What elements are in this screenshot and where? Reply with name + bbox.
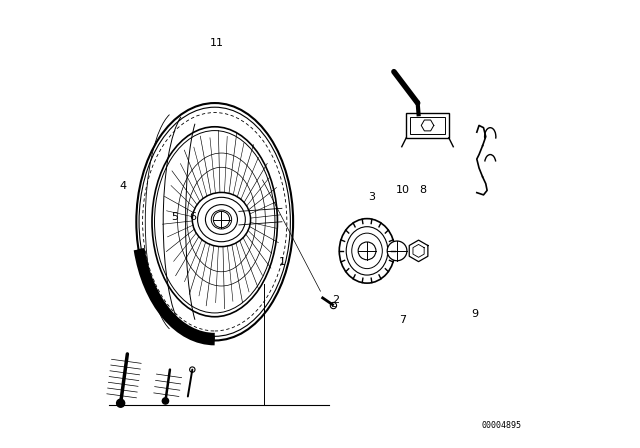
Text: 9: 9 (471, 309, 478, 319)
Circle shape (387, 241, 407, 261)
Text: 10: 10 (396, 185, 410, 195)
Circle shape (163, 398, 168, 404)
Text: 11: 11 (210, 38, 224, 47)
Circle shape (116, 399, 125, 407)
Text: 4: 4 (119, 181, 127, 191)
Text: 8: 8 (419, 185, 427, 195)
Bar (410, 116, 445, 134)
Text: 1: 1 (278, 257, 285, 267)
Ellipse shape (339, 219, 395, 283)
Circle shape (330, 302, 337, 309)
Ellipse shape (352, 233, 382, 269)
Bar (406, 113, 449, 138)
Polygon shape (409, 240, 428, 262)
Text: 5: 5 (171, 212, 178, 222)
Text: 3: 3 (368, 192, 375, 202)
Text: 6: 6 (189, 212, 196, 222)
Text: 00004895: 00004895 (482, 421, 522, 430)
Text: 2: 2 (332, 295, 339, 305)
Text: 7: 7 (399, 315, 406, 325)
Ellipse shape (346, 227, 388, 275)
